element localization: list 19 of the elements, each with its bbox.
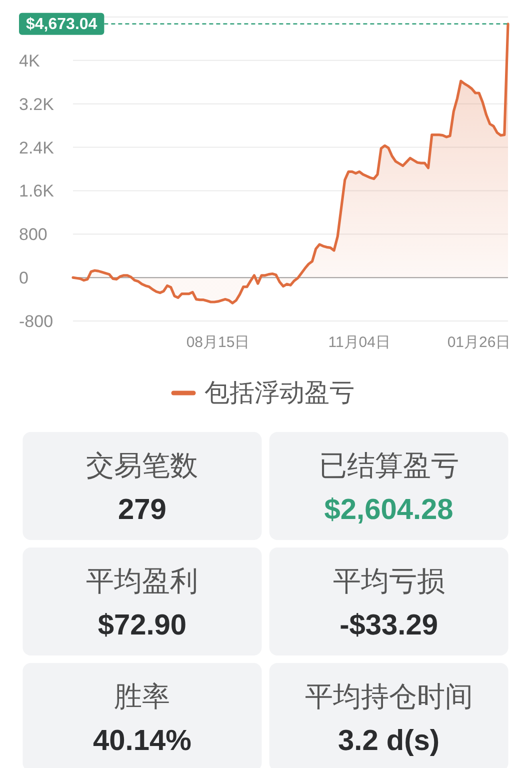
category-label: 交易笔数 xyxy=(86,450,198,480)
category-label: 已结算盈亏 xyxy=(318,450,459,480)
y-tick-label: 800 xyxy=(19,224,48,244)
category-label: 平均亏损 xyxy=(332,565,445,596)
y-tick-label: 0 xyxy=(19,268,28,288)
y-tick-label: 4K xyxy=(19,50,40,70)
ref-line-label: $4,673.04 xyxy=(26,15,98,32)
legend-label: 包括浮动盈亏 xyxy=(204,379,354,407)
x-tick-label: 11月04日 xyxy=(328,334,391,350)
category-label: 胜率 xyxy=(114,680,170,712)
y-tick-label: 3.2K xyxy=(19,94,55,114)
legend: 包括浮动盈亏 xyxy=(171,379,354,407)
x-tick-label: 08月15日 xyxy=(186,334,250,350)
y-tick-label: 1.6K xyxy=(19,181,55,200)
x-tick-label: 01月26日 xyxy=(447,334,511,350)
y-tick-label: 2.4K xyxy=(19,138,55,157)
category-label: 平均盈利 xyxy=(86,565,198,596)
y-tick-label: -800 xyxy=(19,312,54,330)
category-label: 平均持仓时间 xyxy=(304,680,473,712)
